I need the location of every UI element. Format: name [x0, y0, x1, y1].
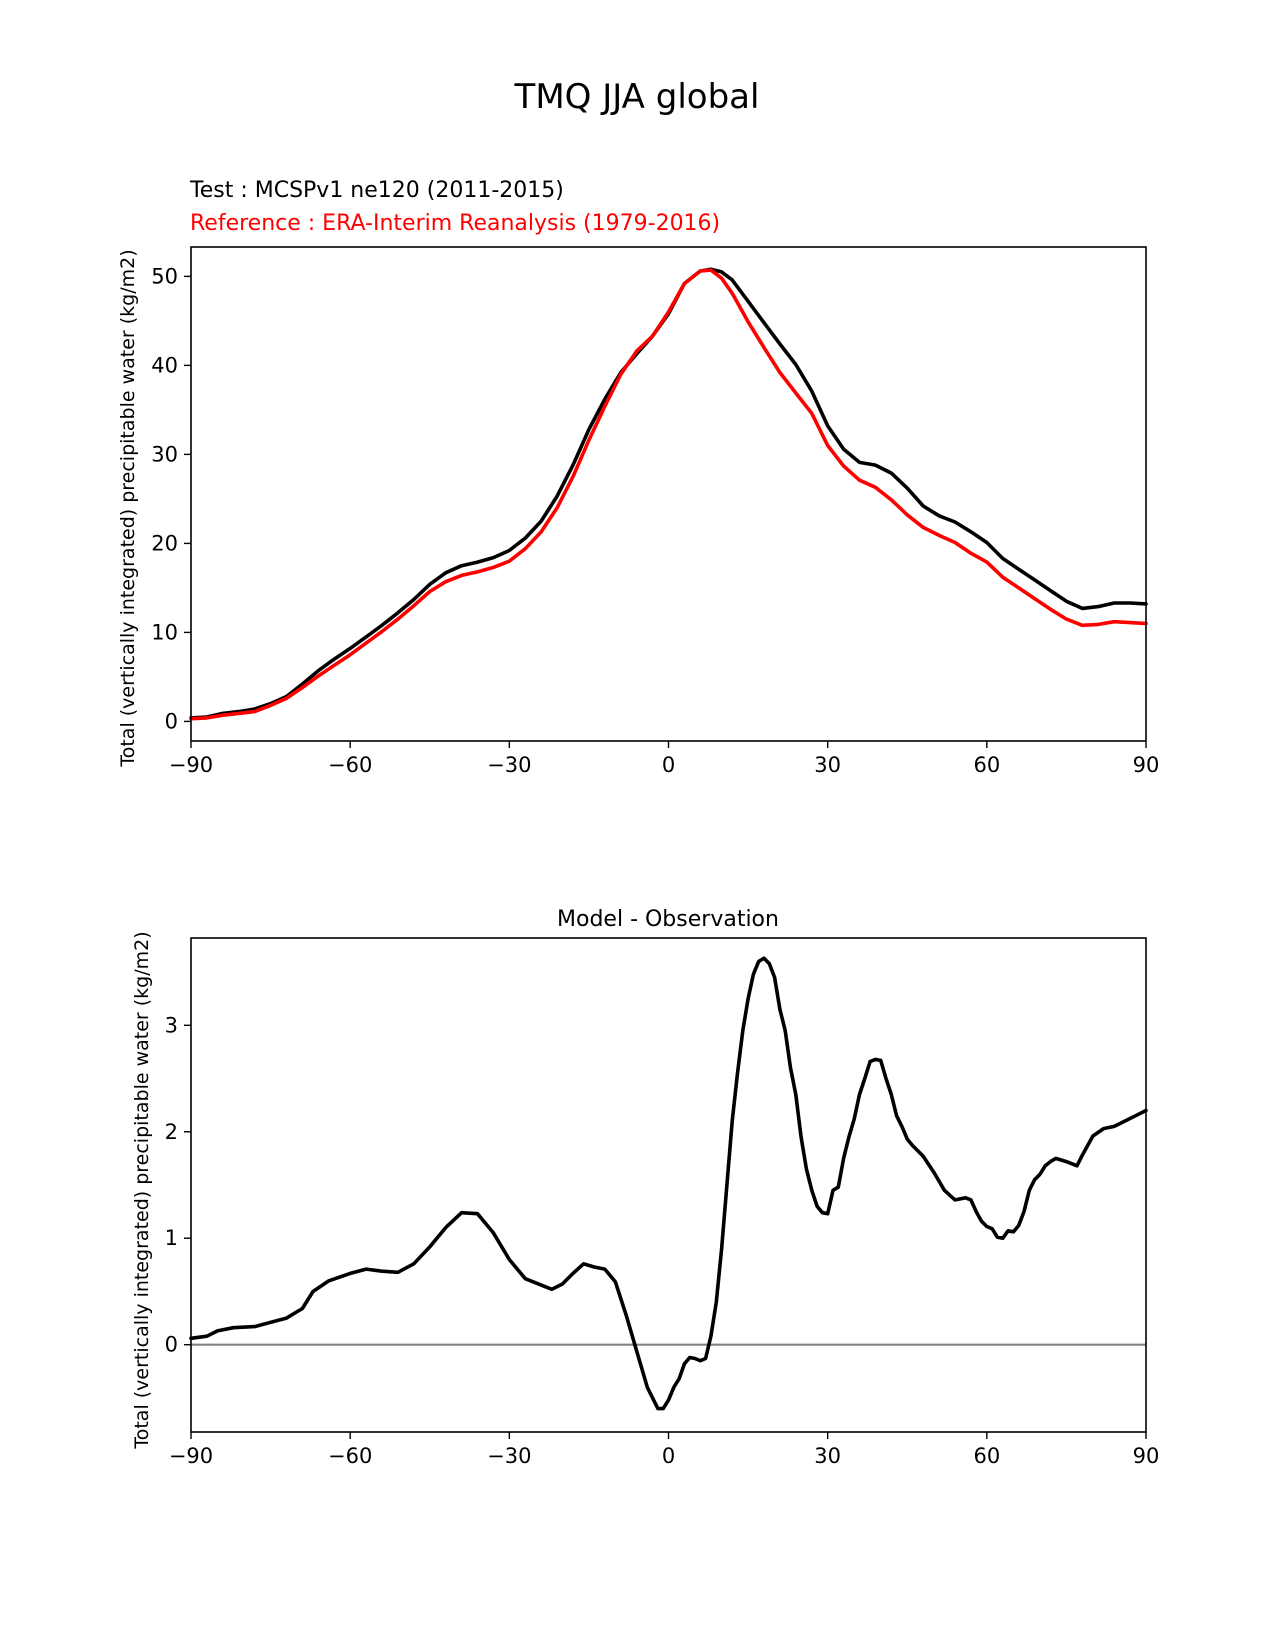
top-series-reference	[189, 268, 1148, 721]
bottom-x-tick-label: −30	[487, 1444, 531, 1468]
top-y-tick-label: 20	[151, 531, 178, 555]
bottom-x-tick-label: 30	[814, 1444, 841, 1468]
top-x-tick-label: −90	[169, 753, 213, 777]
bottom-y-axis-label: Total (vertically integrated) precipitab…	[131, 931, 153, 1449]
top-x-tick-label: 90	[1133, 753, 1160, 777]
bottom-panel: Model - Observation Total (vertically in…	[131, 907, 1159, 1468]
bottom-x-tick-label: −60	[328, 1444, 372, 1468]
top-x-tick-label: 30	[814, 753, 841, 777]
top-y-tick-label: 0	[165, 709, 178, 733]
bottom-plot-frame	[190, 937, 1147, 1433]
bottom-x-tick-label: 0	[662, 1444, 675, 1468]
top-x-tick-label: −60	[328, 753, 372, 777]
top-y-tick-label: 40	[151, 353, 178, 377]
reference-label: Reference : ERA-Interim Reanalysis (1979…	[190, 211, 720, 236]
bottom-x-tick-label: 90	[1133, 1444, 1160, 1468]
bottom-series-difference	[189, 956, 1148, 1411]
top-series-test	[189, 267, 1148, 720]
bottom-x-tick-label: −90	[169, 1444, 213, 1468]
figure-title: TMQ JJA global	[514, 77, 760, 117]
bottom-x-tick-label: 60	[973, 1444, 1000, 1468]
test-label: Test : MCSPv1 ne120 (2011-2015)	[189, 178, 564, 203]
top-y-tick-label: 50	[151, 264, 178, 288]
top-y-tick-label: 10	[151, 620, 178, 644]
top-y-tick-label: 30	[151, 442, 178, 466]
bottom-y-tick-label: 1	[165, 1226, 178, 1250]
bottom-y-tick-label: 2	[165, 1120, 178, 1144]
top-panel: Test : MCSPv1 ne120 (2011-2015) Referenc…	[117, 178, 1159, 777]
bottom-y-tick-label: 0	[165, 1333, 178, 1357]
top-y-axis-label: Total (vertically integrated) precipitab…	[117, 249, 139, 767]
top-x-tick-label: 60	[973, 753, 1000, 777]
bottom-title: Model - Observation	[557, 907, 779, 932]
bottom-y-tick-label: 3	[165, 1013, 178, 1037]
top-x-tick-label: 0	[662, 753, 675, 777]
top-x-tick-label: −30	[487, 753, 531, 777]
